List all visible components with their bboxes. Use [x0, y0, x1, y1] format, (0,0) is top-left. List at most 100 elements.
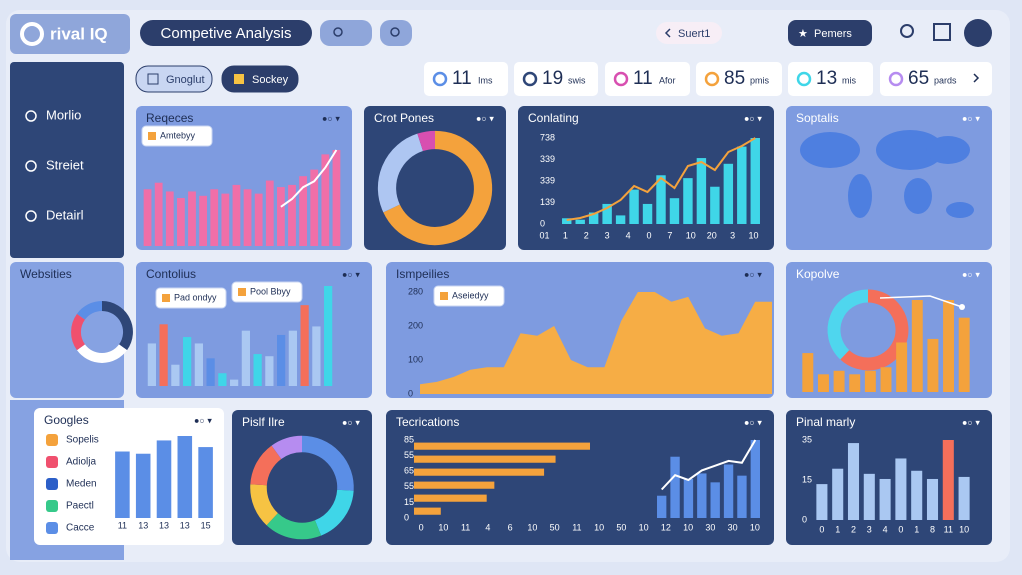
- bar: [562, 218, 572, 224]
- bar: [300, 305, 309, 386]
- trend-line: [280, 149, 338, 208]
- bar: [299, 176, 307, 246]
- panel-menu[interactable]: ●○ ▾: [744, 113, 762, 123]
- bar: [241, 330, 250, 386]
- tab-label: Sockey: [252, 74, 289, 86]
- title-pill[interactable]: [140, 20, 312, 46]
- next-arrow[interactable]: [973, 73, 980, 83]
- y-label: 200: [408, 320, 423, 330]
- x-label: 13: [138, 520, 148, 530]
- back-icon: [664, 28, 671, 38]
- panel-menu[interactable]: ●○ ▾: [476, 113, 494, 123]
- x-label: 11: [944, 524, 953, 534]
- bar: [656, 175, 666, 224]
- grid-icon[interactable]: [933, 23, 951, 41]
- bar: [575, 219, 585, 224]
- bar: [847, 443, 860, 520]
- item-icon: [46, 434, 58, 446]
- bar: [310, 169, 319, 246]
- bar: [312, 326, 321, 386]
- search-pill[interactable]: [656, 22, 722, 44]
- item-label[interactable]: Adiolja: [66, 457, 96, 468]
- bar: [863, 473, 875, 520]
- bar: [165, 191, 174, 246]
- panel-menu[interactable]: ●○ ▾: [322, 113, 340, 123]
- stat-icon: [704, 71, 720, 87]
- search-button[interactable]: [380, 20, 412, 46]
- menu-item[interactable]: Detairl: [46, 207, 84, 222]
- x-label: 12: [661, 522, 671, 532]
- y-label: 0: [802, 514, 807, 524]
- item-label[interactable]: Sopelis: [66, 435, 99, 446]
- bar: [683, 479, 694, 518]
- stat-value: 11: [633, 68, 653, 89]
- bar: [817, 374, 829, 392]
- panel-menu[interactable]: ●○ ▾: [962, 113, 980, 123]
- bar: [896, 342, 908, 392]
- stat-card: [424, 62, 508, 96]
- bar: [657, 495, 667, 518]
- x-label: 30: [728, 522, 738, 532]
- panel-menu[interactable]: ●○ ▾: [744, 269, 762, 279]
- panel-menu[interactable]: ●○ ▾: [962, 417, 980, 427]
- bar: [199, 195, 207, 246]
- bar: [696, 158, 707, 224]
- y-label: 35: [802, 434, 812, 444]
- logo: rival IQ: [50, 24, 108, 43]
- search-icon[interactable]: [900, 24, 914, 38]
- panel-title: Conlating: [528, 111, 579, 125]
- bar: [737, 146, 747, 224]
- profile-button[interactable]: [964, 19, 992, 47]
- callout: [155, 287, 227, 309]
- menu-item[interactable]: Morlio: [46, 107, 81, 122]
- x-label: 13: [159, 520, 169, 530]
- panel-title: Contolius: [146, 267, 196, 281]
- bar: [218, 373, 227, 386]
- x-label: 4: [485, 522, 490, 532]
- panel-title: Googles: [44, 413, 89, 427]
- x-label: 10: [750, 522, 760, 532]
- tab-label: Gnoglut: [166, 74, 205, 86]
- x-label: 10: [639, 522, 649, 532]
- panel-menu[interactable]: ●○ ▾: [342, 417, 360, 427]
- y-label: 55: [404, 450, 414, 460]
- sidebar: [10, 62, 124, 258]
- logo-box[interactable]: [10, 14, 130, 54]
- stat-unit: Ims: [478, 75, 493, 85]
- stat-icon: [522, 71, 538, 87]
- bar: [183, 337, 192, 386]
- item-icon: [46, 478, 58, 490]
- x-label: 2: [851, 524, 856, 534]
- bar: [943, 300, 955, 392]
- item-label[interactable]: Meden: [66, 479, 97, 490]
- bar: [942, 440, 954, 520]
- y-label: 0: [404, 512, 409, 522]
- panel-menu[interactable]: ●○ ▾: [194, 415, 212, 425]
- menu-item[interactable]: Streiet: [46, 157, 84, 172]
- bar: [615, 215, 626, 224]
- stat-card: [514, 62, 598, 96]
- bar: [177, 198, 185, 246]
- bar: [911, 300, 923, 392]
- panel-menu[interactable]: ●○ ▾: [962, 269, 980, 279]
- tab[interactable]: [135, 65, 213, 93]
- bar: [243, 189, 252, 246]
- bar: [171, 364, 180, 386]
- item-label[interactable]: Cacce: [66, 523, 95, 534]
- item-label[interactable]: Paectl: [66, 501, 94, 512]
- callout-icon: [162, 294, 170, 302]
- partners-button[interactable]: [788, 20, 872, 46]
- panel-menu[interactable]: ●○ ▾: [744, 417, 762, 427]
- search-button[interactable]: [320, 20, 372, 46]
- y-label: 55: [404, 481, 414, 491]
- bar: [642, 203, 653, 224]
- tab[interactable]: [221, 65, 299, 93]
- stat-icon: [432, 71, 448, 87]
- bar: [802, 353, 814, 392]
- hbar: [414, 442, 590, 450]
- callout: [433, 285, 505, 307]
- donut-segment: [417, 130, 436, 152]
- panel-menu[interactable]: ●○ ▾: [342, 269, 360, 279]
- menu-icon: [25, 210, 37, 222]
